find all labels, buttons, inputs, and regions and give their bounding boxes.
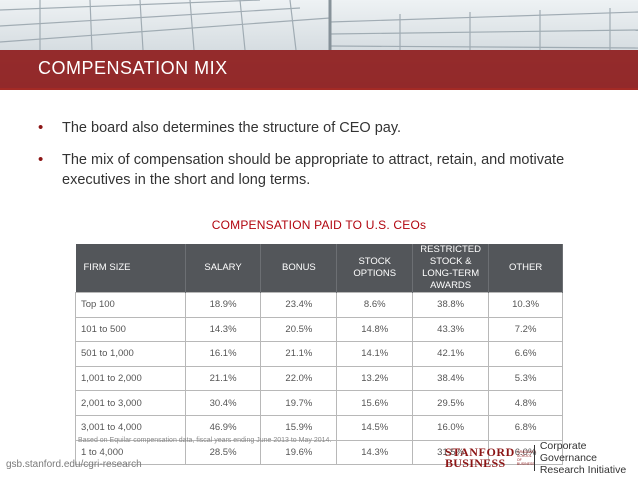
table-cell: 14.1% — [336, 341, 414, 367]
table-cell: 20.5% — [260, 316, 338, 343]
stanford-cgri-logo: STANFORD BUSINESS GRADUATE SCHOOL OF BUS… — [445, 440, 635, 476]
logo-wordmark: STANFORD BUSINESS — [445, 445, 515, 470]
slide-title: COMPENSATION MIX — [38, 58, 228, 78]
table-row: 2,001 to 3,000 30.4% 19.7% 15.6% 29.5% 4… — [75, 390, 563, 416]
table-cell: 43.3% — [412, 316, 490, 343]
logo-sub-line: BUSINESS — [516, 462, 535, 466]
table-row: 1 to 4,000 28.5% 19.6% 14.3% 31.5% 6.0% — [75, 439, 563, 466]
logo-right-line: Research Initiative — [539, 464, 627, 476]
table-cell: 21.1% — [184, 365, 262, 392]
table-cell: 31.5% — [412, 439, 490, 466]
logo-stanford-text: STANFORD — [445, 445, 515, 459]
table-cell: 1,001 to 2,000 — [75, 365, 186, 392]
table-cell: 18.9% — [184, 292, 262, 318]
table-cell: Top 100 — [75, 292, 186, 318]
table-cell: 2,001 to 3,000 — [75, 390, 186, 416]
table-cell: 38.4% — [412, 365, 490, 392]
table-row: 1,001 to 2,000 21.1% 22.0% 13.2% 38.4% 5… — [75, 365, 563, 392]
table-cell: 1 to 4,000 — [75, 439, 186, 466]
table-row: 501 to 1,000 16.1% 21.1% 14.1% 42.1% 6.6… — [75, 341, 563, 367]
footer-url: gsb.stanford.edu/cgri-research — [6, 459, 142, 470]
table-cell: 14.8% — [336, 316, 414, 343]
table-cell: 6.0% — [488, 439, 563, 466]
header-other: OTHER — [488, 244, 563, 293]
table-cell: 6.6% — [488, 341, 563, 367]
table-cell: 30.4% — [184, 390, 262, 416]
compensation-table: FIRM SIZE SALARY BONUS STOCK OPTIONS RES… — [75, 244, 563, 466]
table-cell: 6.8% — [488, 414, 563, 441]
header-bonus: BONUS — [260, 244, 338, 293]
logo-divider — [533, 445, 535, 471]
logo-sub-line: GRADUATE — [516, 450, 537, 454]
header-stock-options: STOCK OPTIONS — [336, 244, 414, 293]
bullet-item: The mix of compensation should be approp… — [36, 150, 606, 190]
table-cell: 3,001 to 4,000 — [75, 414, 186, 441]
table-cell: 16.1% — [184, 341, 262, 367]
table-cell: 14.3% — [336, 439, 414, 466]
header-salary: SALARY — [185, 244, 262, 293]
table-cell: 8.6% — [336, 292, 414, 318]
table-cell: 16.0% — [412, 414, 490, 441]
table-cell: 23.4% — [260, 292, 338, 318]
table-cell: 5.3% — [488, 365, 563, 392]
table-cell: 29.5% — [412, 390, 490, 416]
bullet-list: The board also determines the structure … — [36, 118, 606, 202]
table-cell: 14.3% — [184, 316, 262, 343]
table-cell: 21.1% — [260, 341, 338, 367]
logo-right-line: Corporate Governance — [539, 440, 598, 464]
header-firm-size: FIRM SIZE — [75, 244, 186, 293]
table-cell: 7.2% — [488, 316, 563, 343]
table-cell: 22.0% — [260, 365, 338, 392]
table-cell: 14.5% — [336, 414, 414, 441]
table-cell: 10.3% — [488, 292, 563, 318]
title-bar — [0, 50, 638, 90]
table-row: 101 to 500 14.3% 20.5% 14.8% 43.3% 7.2% — [75, 316, 563, 343]
logo-initiative: Corporate Governance Research Initiative — [540, 440, 635, 476]
logo-sub-line: SCHOOL OF — [516, 454, 532, 462]
table-cell: 15.6% — [336, 390, 414, 416]
table-cell: 101 to 500 — [75, 316, 186, 343]
logo-business-text: BUSINESS — [445, 456, 506, 470]
table-cell: 28.5% — [184, 439, 262, 466]
table-row: Top 100 18.9% 23.4% 8.6% 38.8% 10.3% — [75, 292, 563, 318]
bullet-item: The board also determines the structure … — [36, 118, 606, 138]
header-restricted-stock: RESTRICTED STOCK & LONG-TERM AWARDS — [412, 244, 490, 293]
table-cell: 38.8% — [412, 292, 490, 318]
logo-subtext: GRADUATE SCHOOL OF BUSINESS — [516, 450, 537, 466]
table-cell: 42.1% — [412, 341, 490, 367]
table-title: COMPENSATION PAID TO U.S. CEOs — [211, 218, 427, 232]
table-cell: 4.8% — [488, 390, 563, 416]
table-cell: 19.7% — [260, 390, 338, 416]
table-cell: 46.9% — [184, 414, 262, 441]
table-cell: 501 to 1,000 — [75, 341, 186, 367]
table-footnote: Based on Equilar compensation data, fisc… — [78, 437, 332, 444]
table-header-row: FIRM SIZE SALARY BONUS STOCK OPTIONS RES… — [75, 244, 563, 293]
table-cell: 13.2% — [336, 365, 414, 392]
